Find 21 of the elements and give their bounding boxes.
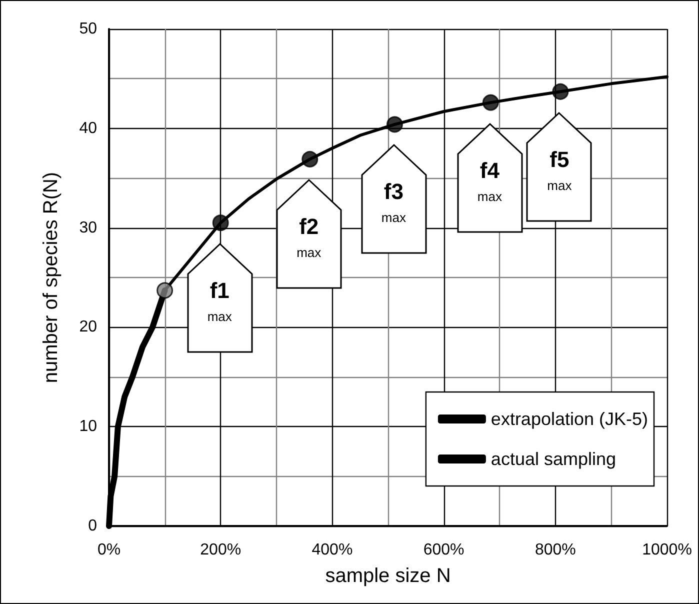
annotation: f2 max (296, 214, 322, 260)
annotation: f4 max (476, 158, 503, 204)
y-tick-label: 30 (79, 219, 98, 236)
annotation: f5 max (546, 146, 573, 193)
legend-label: actual sampling (490, 449, 616, 469)
x-tick-label: 400% (312, 542, 353, 558)
y-axis-title: number of species R(N) (40, 172, 62, 384)
x-tick-label: 800% (534, 542, 576, 558)
y-tick-label: 0 (88, 518, 98, 534)
x-tick-label: 200% (200, 542, 242, 558)
y-tick-label: 40 (79, 120, 98, 137)
x-tick-label: 0% (97, 542, 121, 558)
annotation: f3 max (380, 179, 407, 226)
x-tick-label: 1000% (642, 542, 692, 558)
y-tick-label: 20 (79, 318, 98, 336)
y-tick-label: 10 (79, 418, 98, 436)
legend-label: extrapolation (JK-5) (490, 409, 648, 429)
annotation: f1 max (206, 278, 233, 324)
x-axis-title: sample size N (325, 565, 451, 587)
x-tick-label: 600% (423, 542, 464, 558)
y-tick-label: 50 (79, 20, 98, 38)
